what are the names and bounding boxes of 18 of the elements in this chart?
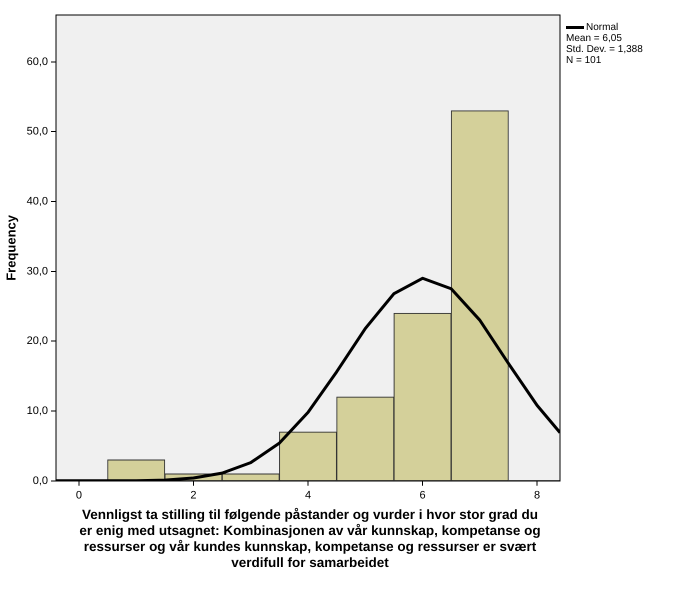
- y-tick-label: 50,0: [26, 126, 48, 138]
- y-tick-label: 0,0: [32, 474, 48, 487]
- y-tick-label: 10,0: [26, 404, 48, 417]
- y-axis-title: Frequency: [3, 214, 18, 281]
- text: N = 101: [566, 55, 602, 66]
- y-tick-label: 30,0: [26, 265, 48, 278]
- x-tick-label: 2: [190, 489, 197, 502]
- legend-label: Normal: [586, 22, 618, 33]
- x-tick-label: 0: [76, 489, 82, 502]
- y-tick-label: 60,0: [26, 56, 48, 68]
- y-tick-label: 40,0: [26, 195, 48, 208]
- text: Mean = 6,05: [566, 33, 623, 44]
- x-tick-label: 6: [419, 489, 426, 502]
- text: Std. Dev. = 1,388: [566, 44, 643, 55]
- x-tick-label: 4: [304, 489, 312, 502]
- y-tick-label: 20,0: [26, 335, 48, 348]
- x-axis-title: Vennligst ta stilling til følgende påstander og vurder i hvor stor grad du er enig med utsagnet: Kombinasjonen av vår kunnskap, kompetanse og ressurser og vår kundes kunnskap, kompetanse og ressurser er svært verdifull for samarbeidet: [78, 507, 542, 571]
- x-tick-label: 8: [534, 489, 540, 502]
